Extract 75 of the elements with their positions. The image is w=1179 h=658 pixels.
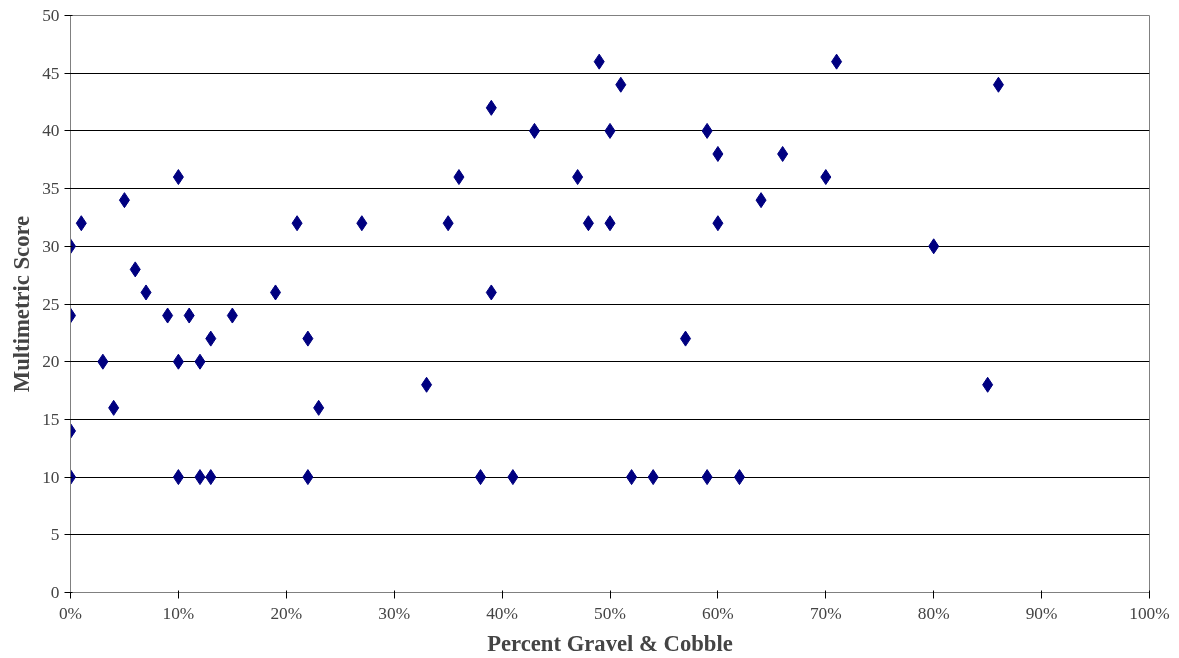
point [205, 469, 217, 486]
point [615, 76, 627, 93]
x-tick-label: 100% [1129, 603, 1170, 623]
point [453, 169, 465, 186]
y-tick-label: 10 [42, 467, 60, 487]
point [485, 284, 497, 301]
y-tick-label: 45 [42, 63, 60, 83]
point [421, 376, 433, 393]
point [194, 353, 206, 370]
point [755, 192, 767, 209]
point [172, 353, 184, 370]
point [291, 215, 303, 232]
point [226, 307, 238, 324]
point [712, 145, 724, 162]
point [528, 122, 540, 139]
point [712, 215, 724, 232]
x-tick-label: 60% [702, 603, 734, 623]
y-tick-label: 50 [42, 6, 60, 25]
point [270, 284, 282, 301]
point [604, 215, 616, 232]
y-tick-label: 40 [42, 121, 60, 141]
point [777, 145, 789, 162]
point [356, 215, 368, 232]
point [485, 99, 497, 116]
point [302, 330, 314, 347]
point [118, 192, 130, 209]
point [593, 53, 605, 70]
point [992, 76, 1004, 93]
point [928, 238, 940, 255]
x-tick-label: 40% [486, 603, 518, 623]
point [507, 469, 519, 486]
x-axis-title: Percent Gravel & Cobble [487, 630, 733, 656]
y-tick-label: 30 [42, 236, 60, 256]
point [831, 53, 843, 70]
y-tick-label: 20 [42, 352, 60, 372]
point [701, 469, 713, 486]
point [172, 469, 184, 486]
x-tick-label: 0% [58, 603, 83, 623]
point [680, 330, 692, 347]
y-tick-label: 35 [42, 179, 60, 199]
point [302, 469, 314, 486]
point [626, 469, 638, 486]
point [162, 307, 174, 324]
x-tick-label: 30% [378, 603, 411, 623]
point [194, 469, 206, 486]
point [475, 469, 487, 486]
y-tick-label: 5 [50, 525, 60, 545]
point [582, 215, 594, 232]
y-tick-label: 25 [42, 294, 60, 314]
point [313, 399, 325, 416]
point [75, 215, 87, 232]
point [129, 261, 141, 278]
x-tick-label: 50% [594, 603, 626, 623]
point [820, 169, 832, 186]
x-tick-label: 90% [1025, 603, 1058, 623]
point [205, 330, 217, 347]
point [982, 376, 994, 393]
x-tick-label: 10% [162, 603, 195, 623]
point [572, 169, 584, 186]
point [442, 215, 454, 232]
point [140, 284, 152, 301]
point [108, 399, 120, 416]
point [172, 169, 184, 186]
point [97, 353, 109, 370]
y-tick-label: 15 [42, 409, 60, 429]
point [183, 307, 195, 324]
point [647, 469, 659, 486]
x-tick-label: 20% [270, 603, 303, 623]
point [604, 122, 616, 139]
point [733, 469, 745, 486]
x-tick-label: 70% [809, 603, 842, 623]
x-tick-label: 80% [917, 603, 950, 623]
y-tick-label: 0 [50, 583, 60, 602]
y-axis-title: Multimetric Score [9, 215, 35, 393]
point [701, 122, 713, 139]
